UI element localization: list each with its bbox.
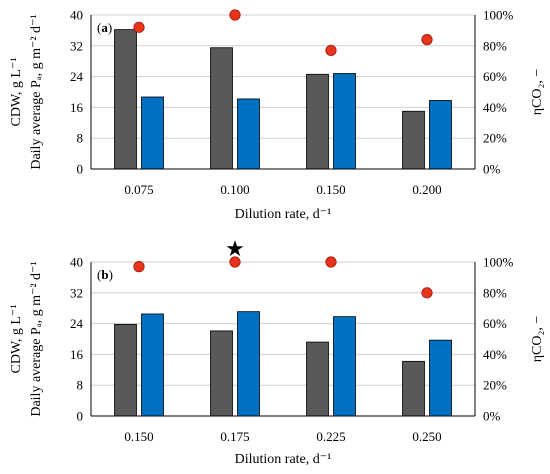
efficiency-point-0.250	[421, 287, 433, 299]
bar-series2-0.075	[141, 96, 164, 170]
bar-series1-0.150	[114, 323, 137, 417]
x-tick-label: 0.250	[412, 429, 441, 444]
bar-series2-0.100	[237, 98, 260, 170]
y2-tick-label: 40%	[483, 100, 507, 115]
bar-series1-0.175	[210, 330, 233, 417]
x-axis-title: Dilution rate, d⁻¹	[235, 207, 332, 222]
y-tick-label: 0	[77, 409, 84, 424]
panel-label-letter: a	[101, 20, 108, 35]
bar-series2-0.150	[141, 313, 164, 417]
x-tick-label: 0.175	[220, 429, 249, 444]
y-tick-label: 16	[70, 347, 84, 362]
y-tick-label: 8	[77, 378, 84, 393]
x-tick-label: 0.150	[316, 182, 345, 197]
y2-tick-label: 60%	[483, 316, 507, 331]
y2-tick-label: 80%	[483, 38, 507, 53]
panel-label-letter: b	[101, 267, 108, 282]
bar-series1-0.150	[306, 73, 329, 170]
star-annotation: ★	[225, 236, 245, 261]
y2-tick-label: 20%	[483, 378, 507, 393]
chart-panel-b: 0 8 16 24 32 40 0% 20% 40% 60% 80% 100% 0.150 0.175 0.…	[9, 236, 545, 467]
y2-tick-label: 20%	[483, 131, 507, 146]
y2-tick-label: 40%	[483, 347, 507, 362]
panel-label-close: )	[109, 267, 113, 282]
panel-label: (a)	[97, 20, 112, 35]
panel-label-close: )	[108, 20, 112, 35]
y-tick-label: 16	[70, 100, 84, 115]
chart-panel-a: 0 8 16 24 32 40 0% 20% 40% 60% 80% 100% 0.075 0.100 0.…	[9, 8, 545, 223]
efficiency-point-0.175	[229, 256, 241, 268]
efficiency-point-0.100	[229, 9, 241, 21]
panel-label: (b)	[97, 267, 113, 282]
bar-series2-0.225	[333, 316, 356, 417]
y-axis-title-productivity: Daily average Pₐ, g m⁻² d⁻¹	[29, 14, 44, 169]
efficiency-point-0.075	[133, 21, 145, 33]
x-tick-label: 0.075	[124, 182, 153, 197]
y-tick-label: 40	[70, 255, 83, 270]
x-tick-label: 0.200	[412, 182, 441, 197]
efficiency-point-0.200	[421, 34, 433, 46]
bar-series2-0.175	[237, 311, 260, 417]
y2-axis-title: ηCO₂, −	[530, 69, 545, 116]
bar-series2-0.150	[333, 73, 356, 170]
efficiency-point-0.225	[325, 256, 337, 268]
bar-series2-0.250	[429, 339, 452, 417]
y-axis-title-productivity: Daily average Pₐ, g m⁻² d⁻¹	[29, 261, 44, 416]
bar-series2-0.200	[429, 100, 452, 170]
y-tick-label: 32	[70, 285, 83, 300]
bar-series1-0.100	[210, 47, 233, 170]
y2-tick-label: 100%	[483, 8, 514, 23]
y2-tick-label: 0%	[483, 162, 501, 177]
y-tick-label: 40	[70, 8, 83, 23]
y-tick-label: 24	[70, 316, 84, 331]
y2-tick-label: 80%	[483, 285, 507, 300]
efficiency-point-0.150	[133, 261, 145, 273]
y2-axis-title: ηCO₂, −	[530, 316, 545, 363]
x-tick-label: 0.150	[124, 429, 153, 444]
y-axis-title-cdw: CDW, g L⁻¹	[9, 57, 24, 126]
y2-tick-label: 60%	[483, 69, 507, 84]
panel-label-open: (	[97, 267, 101, 282]
y2-tick-label: 100%	[483, 255, 514, 270]
y2-tick-label: 0%	[483, 409, 501, 424]
bar-series1-0.250	[402, 360, 425, 417]
efficiency-point-0.150	[325, 44, 337, 57]
y-tick-label: 8	[77, 131, 84, 146]
bar-series1-0.225	[306, 341, 329, 417]
x-tick-label: 0.100	[220, 182, 249, 197]
panel-label-open: (	[97, 20, 101, 35]
y-tick-label: 24	[70, 69, 84, 84]
y-tick-label: 0	[77, 162, 84, 177]
y-axis-title-cdw: CDW, g L⁻¹	[9, 304, 24, 373]
bar-series1-0.200	[402, 110, 425, 170]
x-axis-title: Dilution rate, d⁻¹	[235, 452, 332, 467]
x-tick-label: 0.225	[316, 429, 345, 444]
y-tick-label: 32	[70, 38, 83, 53]
bar-series1-0.075	[114, 29, 137, 170]
